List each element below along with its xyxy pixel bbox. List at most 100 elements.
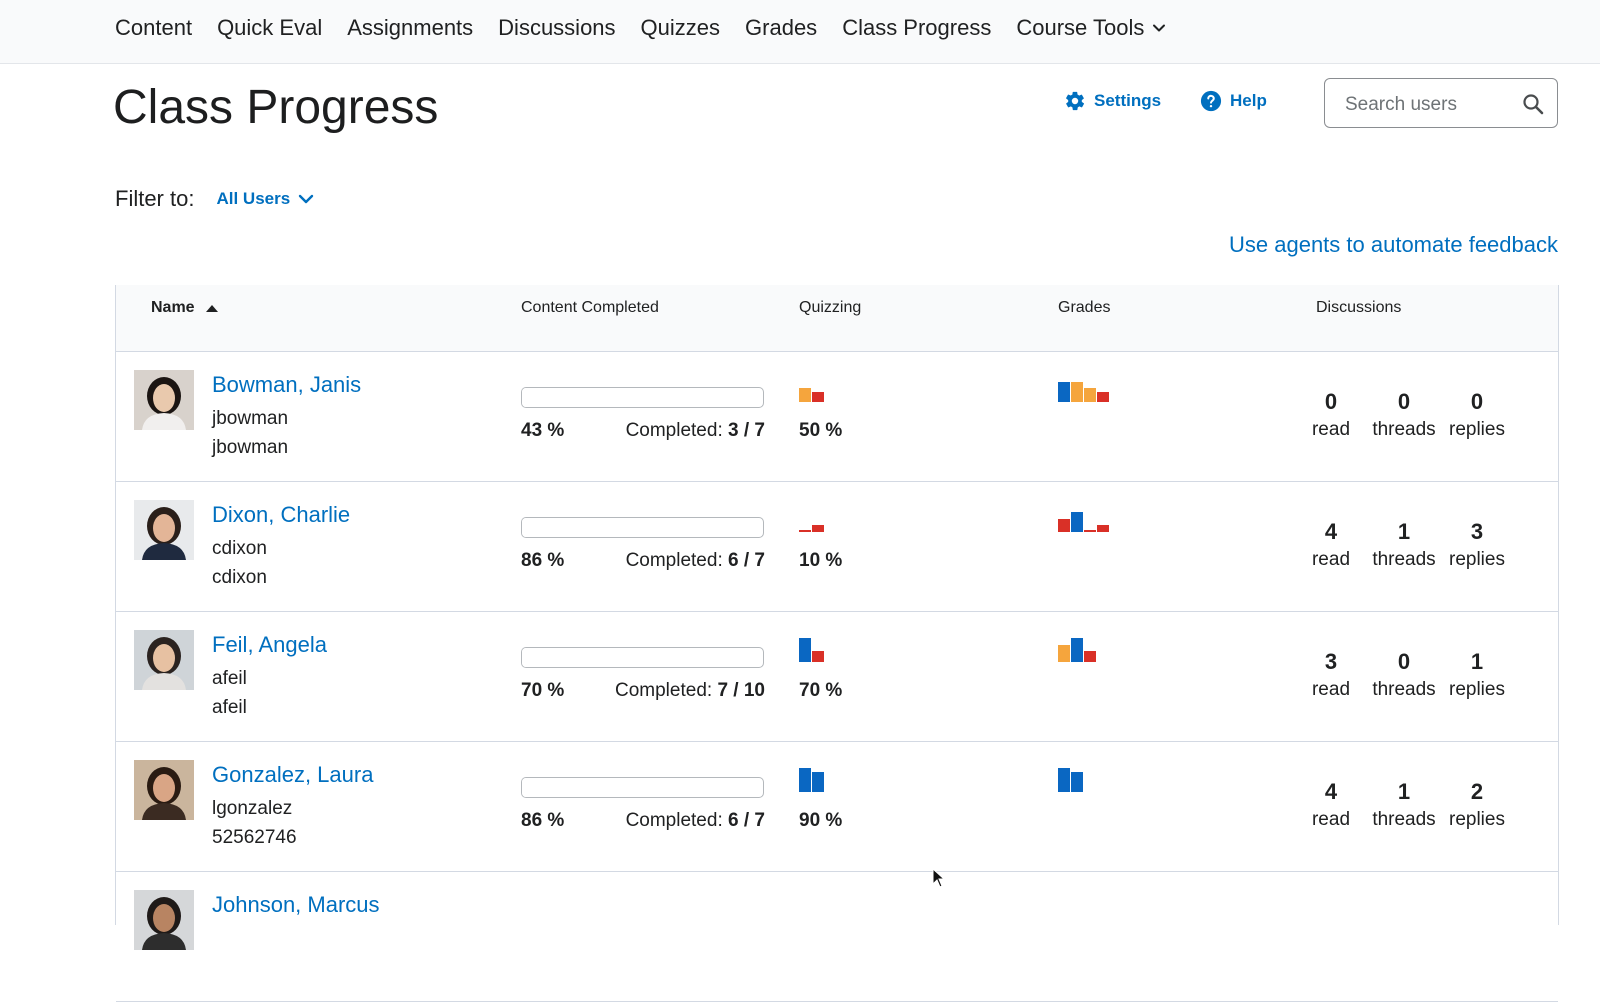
nav-item-class-progress[interactable]: Class Progress [842, 15, 992, 40]
content-progress-bar[interactable] [521, 777, 764, 798]
discussion-replies: 3 replies [1437, 520, 1517, 576]
discussion-threads: 1 threads [1364, 780, 1444, 836]
sort-up-icon [205, 305, 218, 312]
nav-item-quick-eval[interactable]: Quick Eval [217, 15, 323, 40]
grade-bar [1097, 392, 1109, 402]
filter-bar: Filter to: All Users [115, 186, 314, 212]
discussion-read-count: 3 [1324, 649, 1338, 674]
quiz-percent: 90 % [799, 810, 843, 831]
quiz-sparkline[interactable] [799, 638, 839, 662]
discussion-threads: 0 threads [1364, 650, 1444, 706]
content-progress-bar[interactable] [521, 647, 764, 668]
help-label: Help [1230, 91, 1267, 110]
completed-count: 6 / 7 [728, 810, 765, 831]
nav-item-content[interactable]: Content [115, 15, 193, 40]
column-header-name[interactable]: Name [151, 299, 219, 317]
nav-item-quizzes[interactable]: Quizzes [640, 15, 721, 40]
search-users-box [1324, 78, 1558, 128]
content-progress-bar[interactable] [521, 387, 764, 408]
quiz-sparkline[interactable] [799, 768, 839, 792]
nav-item-assignments[interactable]: Assignments [347, 15, 474, 40]
quiz-bar [799, 388, 811, 402]
search-users-input[interactable] [1343, 92, 1517, 118]
grade-bar [1071, 772, 1083, 792]
grade-bar [1058, 768, 1070, 792]
user-name-link[interactable]: Gonzalez, Laura [212, 762, 374, 787]
completed-count: 6 / 7 [728, 550, 765, 571]
grade-bar [1084, 388, 1096, 402]
grades-sparkline[interactable] [1058, 378, 1118, 402]
discussion-read-label: read [1311, 419, 1351, 440]
page-title: Class Progress [113, 81, 439, 134]
username: jbowman [212, 408, 289, 429]
course-navbar: Content Quick Eval Assignments Discussio… [0, 0, 1600, 64]
quiz-bar [812, 392, 824, 402]
avatar[interactable] [134, 630, 194, 690]
settings-button[interactable]: Settings [1064, 90, 1161, 112]
discussion-read-count: 0 [1324, 389, 1338, 414]
content-completed: Completed: 6 / 7 [626, 810, 765, 832]
nav-item-course-tools-label: Course Tools [1016, 15, 1145, 40]
completed-count: 3 / 7 [728, 420, 765, 441]
avatar[interactable] [134, 500, 194, 560]
automate-feedback-link[interactable]: Use agents to automate feedback [1229, 232, 1558, 257]
org-defined-id: cdixon [212, 567, 267, 588]
discussion-replies: 1 replies [1437, 650, 1517, 706]
grade-bar [1071, 382, 1083, 402]
discussion-threads-label: threads [1372, 809, 1436, 830]
discussion-read-label: read [1311, 679, 1351, 700]
filter-value: All Users [216, 189, 291, 208]
discussion-replies-label: replies [1449, 679, 1505, 700]
nav-item-course-tools[interactable]: Course Tools [1016, 15, 1166, 41]
discussion-read: 4 read [1291, 520, 1371, 576]
nav-list: Content Quick Eval Assignments Discussio… [115, 0, 1191, 56]
quiz-sparkline[interactable] [799, 508, 839, 532]
chevron-down-icon [298, 194, 314, 204]
completed-count: 7 / 10 [717, 680, 765, 701]
discussion-replies-count: 0 [1470, 389, 1484, 414]
user-name-link[interactable]: Feil, Angela [212, 632, 327, 657]
content-progress-bar[interactable] [521, 517, 764, 538]
avatar[interactable] [134, 370, 194, 430]
discussion-replies-label: replies [1449, 549, 1505, 570]
discussion-replies-label: replies [1449, 419, 1505, 440]
discussion-threads-count: 1 [1397, 779, 1411, 804]
discussion-replies-count: 1 [1470, 649, 1484, 674]
org-defined-id: 52562746 [212, 827, 297, 848]
discussion-replies-count: 3 [1470, 519, 1484, 544]
grades-sparkline[interactable] [1058, 768, 1118, 792]
user-name-link[interactable]: Johnson, Marcus [212, 892, 380, 917]
grade-bar [1097, 525, 1109, 532]
discussion-replies-count: 2 [1470, 779, 1484, 804]
discussion-replies-label: replies [1449, 809, 1505, 830]
content-percent: 43 % [521, 420, 565, 441]
grades-sparkline[interactable] [1058, 638, 1118, 662]
discussion-threads-count: 0 [1397, 649, 1411, 674]
discussion-read-label: read [1311, 549, 1351, 570]
nav-item-discussions[interactable]: Discussions [498, 15, 616, 40]
grade-bar [1084, 651, 1096, 662]
username: cdixon [212, 538, 267, 559]
table-row: Dixon, Charlie cdixon cdixon 86 % Completed:… [116, 482, 1558, 612]
user-name-link[interactable]: Dixon, Charlie [212, 502, 351, 527]
avatar[interactable] [134, 760, 194, 820]
help-button[interactable]: Help [1200, 90, 1267, 112]
grades-sparkline[interactable] [1058, 508, 1118, 532]
user-name-link[interactable]: Bowman, Janis [212, 372, 362, 397]
quiz-bar [812, 525, 824, 532]
quiz-sparkline[interactable] [799, 378, 839, 402]
quiz-bar [812, 651, 824, 662]
nav-item-grades[interactable]: Grades [745, 15, 818, 40]
search-icon[interactable] [1521, 92, 1545, 116]
avatar[interactable] [134, 890, 194, 950]
filter-label: Filter to: [115, 186, 195, 211]
discussion-threads: 0 threads [1364, 390, 1444, 446]
grade-bar [1071, 512, 1083, 532]
gear-icon [1066, 91, 1085, 111]
filter-dropdown[interactable]: All Users [216, 189, 314, 209]
grade-bar [1084, 530, 1096, 532]
completed-label: Completed: [625, 810, 723, 831]
quiz-bar [812, 772, 824, 792]
discussion-threads-label: threads [1372, 419, 1436, 440]
discussion-read: 4 read [1291, 780, 1371, 836]
